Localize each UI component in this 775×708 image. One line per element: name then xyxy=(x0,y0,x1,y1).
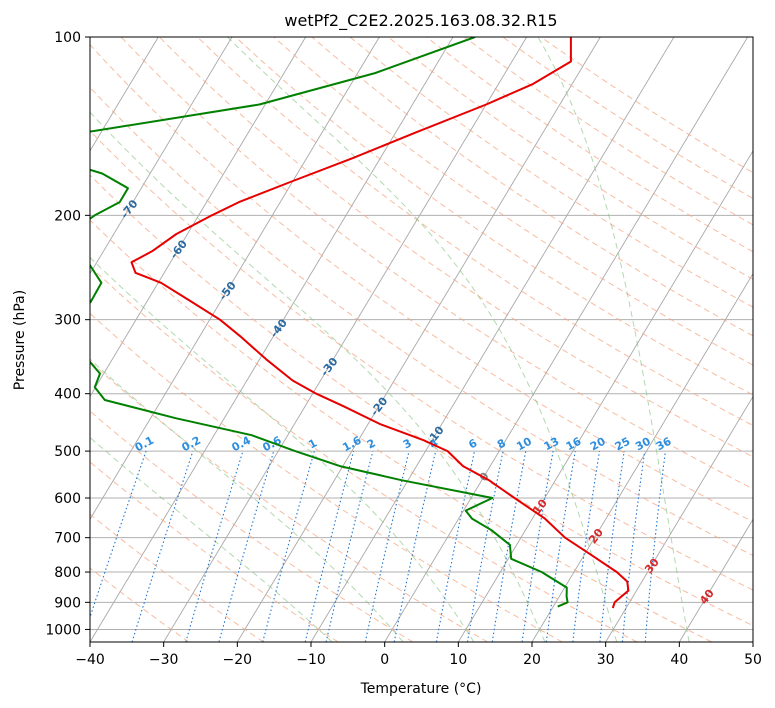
mixing-ratio-line xyxy=(393,450,437,642)
moist-adiabat-line xyxy=(537,37,690,642)
x-tick-label: 10 xyxy=(449,652,467,668)
isotherm-line xyxy=(163,37,528,642)
dry-adiabat-line xyxy=(90,360,488,642)
y-tick-label: 300 xyxy=(54,313,81,329)
x-tick-label: 20 xyxy=(523,652,541,668)
mixing-ratio-label: 10 xyxy=(514,435,534,454)
y-tick-label: 700 xyxy=(54,531,81,547)
isotherm-line xyxy=(90,37,233,275)
mixing-ratio-line xyxy=(599,451,625,642)
isotherm-line xyxy=(678,518,753,642)
isotherm-line xyxy=(531,272,753,642)
moist-adiabat-line xyxy=(90,436,333,642)
y-tick-label: 200 xyxy=(54,208,81,224)
x-tick-label: 0 xyxy=(380,652,389,668)
y-tick-label: 1000 xyxy=(45,622,81,638)
mixing-ratio-label: 20 xyxy=(588,435,608,454)
mixing-ratio-line xyxy=(572,451,601,642)
dry-adiabat-line xyxy=(90,312,563,642)
dry-adiabat-line xyxy=(90,513,264,642)
mixing-ratio-line xyxy=(325,450,374,642)
x-tick-label: −10 xyxy=(296,652,326,668)
mixing-ratio-label: 13 xyxy=(542,435,562,454)
x-tick-label: 50 xyxy=(744,652,762,668)
dry-adiabat-line xyxy=(90,265,638,642)
x-tick-label: 30 xyxy=(597,652,615,668)
mixing-ratio-line xyxy=(131,450,194,642)
isotherm-line xyxy=(90,37,454,642)
mixing-ratio-label: 36 xyxy=(654,434,674,453)
y-tick-label: 800 xyxy=(54,565,81,581)
isotherm-line xyxy=(90,37,380,521)
temperature-profile-line xyxy=(130,37,630,609)
y-tick-label: 500 xyxy=(54,444,81,460)
mixing-ratio-label: 16 xyxy=(564,434,584,453)
isotherm-line xyxy=(457,150,753,642)
moist-adiabat-line xyxy=(90,111,546,642)
y-axis-label: Pressure (hPa) xyxy=(12,290,28,390)
sounding-profiles xyxy=(90,37,630,609)
mixing-ratio-line xyxy=(521,451,554,642)
isotherm-line xyxy=(310,37,675,642)
y-tick-label: 100 xyxy=(54,30,81,46)
mixing-ratio-line xyxy=(262,450,315,642)
dewpoint-profile-line xyxy=(90,37,569,608)
dry-adiabat-line xyxy=(158,37,753,458)
mixing-ratio-line xyxy=(304,450,355,642)
mixing-ratio-line xyxy=(218,450,275,642)
mixing-ratio-line xyxy=(364,450,410,642)
y-tick-label: 400 xyxy=(54,387,81,403)
dry-adiabat-line xyxy=(120,37,753,490)
x-tick-label: 40 xyxy=(670,652,688,668)
moist-adiabat-line xyxy=(90,358,404,642)
moist-adiabat-line xyxy=(90,256,475,642)
mixing-ratio-label: 30 xyxy=(633,435,653,454)
x-axis: −40 −30 −20 −10 0 10 20 30 40 50 xyxy=(75,642,762,668)
mixing-ratio-line xyxy=(621,451,646,642)
x-tick-label: −40 xyxy=(75,652,105,668)
x-tick-label: −30 xyxy=(149,652,179,668)
isotherm-line xyxy=(90,37,307,398)
mixing-ratio-line xyxy=(644,451,666,642)
mixing-ratio-label: 25 xyxy=(613,435,633,454)
mixing-ratio-line xyxy=(185,450,244,642)
y-tick-label: 600 xyxy=(54,491,81,507)
x-tick-label: −20 xyxy=(223,652,253,668)
dry-adiabat-line xyxy=(349,37,753,308)
isotherm-line xyxy=(90,37,159,152)
plot-frame xyxy=(89,36,754,643)
dry-adiabat-line xyxy=(197,37,753,427)
y-axis: 100 200 300 400 500 600 700 800 900 1000 xyxy=(45,30,90,638)
mixing-ratio-line xyxy=(545,451,576,642)
chart-title: wetPf2_C2E2.2025.163.08.32.R15 xyxy=(284,11,557,31)
isotherm-line xyxy=(384,37,749,642)
isotherm-line xyxy=(605,395,753,642)
background-lines xyxy=(90,37,753,642)
dry-adiabat-line xyxy=(311,37,753,337)
isotherm-line xyxy=(236,37,601,642)
x-axis-label: Temperature (°C) xyxy=(360,681,482,697)
dry-adiabat-line xyxy=(90,567,190,642)
y-tick-label: 900 xyxy=(54,595,81,611)
dry-adiabat-line xyxy=(90,174,753,627)
